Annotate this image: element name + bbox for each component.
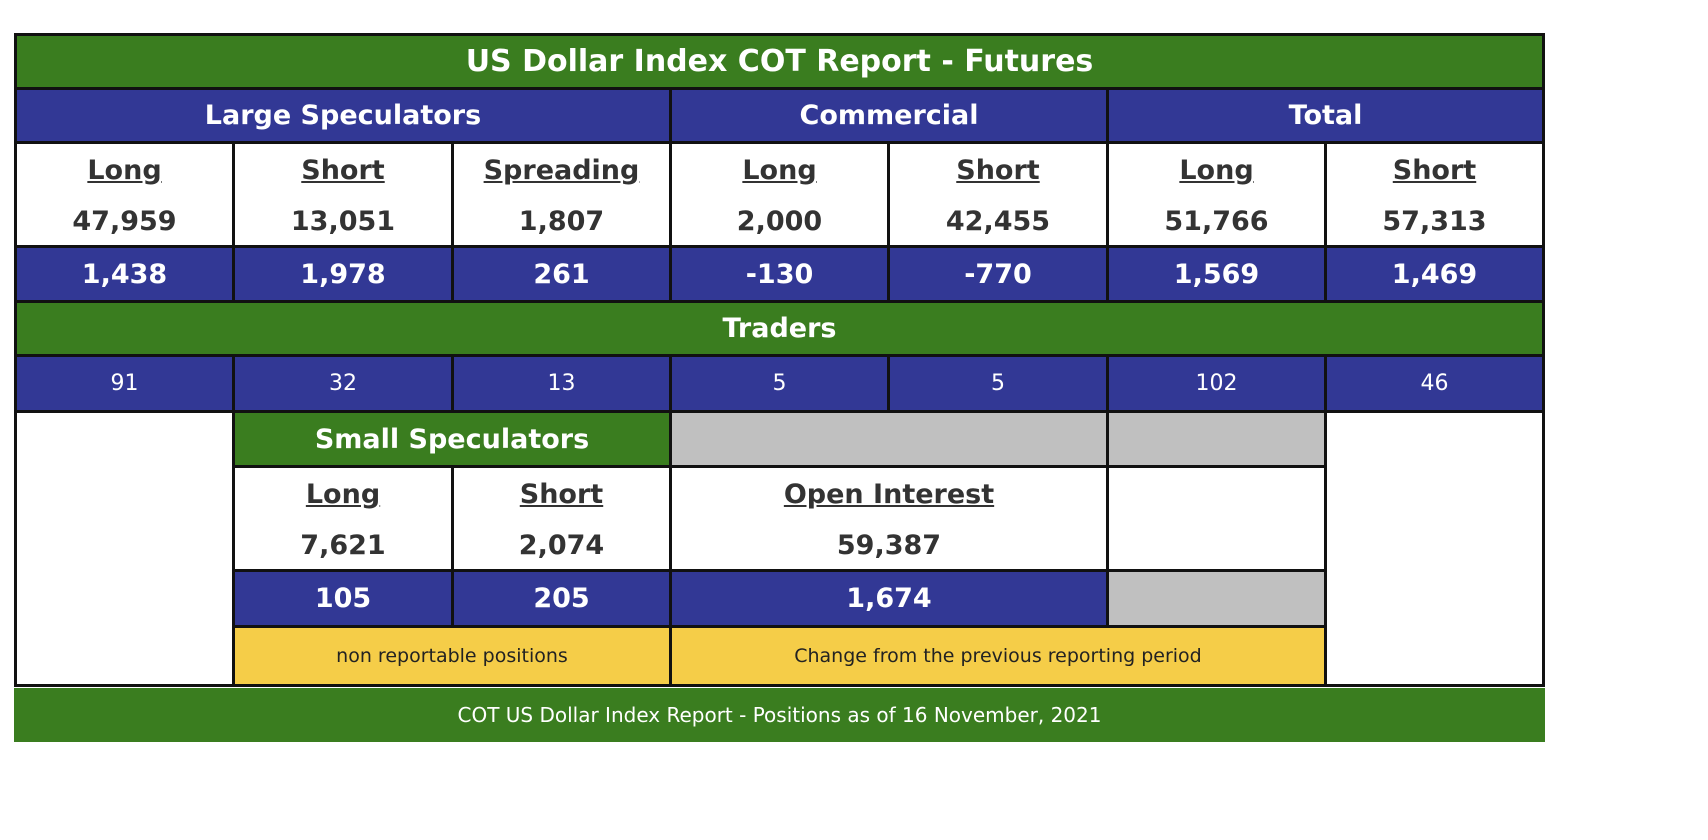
large-spec-spreading-change: 261	[454, 248, 669, 300]
small-spec-short-cell: Short 2,074	[454, 468, 669, 569]
large-spec-long-change: 1,438	[17, 248, 232, 300]
small-spec-long-cell: Long 7,621	[235, 468, 451, 569]
commercial-short-cell: Short 42,455	[890, 144, 1106, 245]
large-spec-long-cell: Long 47,959	[17, 144, 232, 245]
total-long-traders: 102	[1109, 357, 1324, 410]
small-spec-short-change: 205	[454, 572, 669, 625]
position-value: 13,051	[290, 206, 396, 237]
commercial-short-traders: 5	[890, 357, 1106, 410]
total-header: Total	[1109, 90, 1542, 141]
position-label: Long	[305, 479, 381, 510]
commercial-header: Commercial	[672, 90, 1106, 141]
position-value: 1,807	[518, 206, 605, 237]
total-long-cell: Long 51,766	[1109, 144, 1324, 245]
position-label: Long	[742, 155, 817, 186]
position-value: 47,959	[72, 206, 177, 237]
large-spec-spreading-traders: 13	[454, 357, 669, 410]
change-legend-note: Change from the previous reporting perio…	[672, 628, 1324, 684]
position-value: 7,621	[300, 530, 386, 561]
position-value: 42,455	[945, 206, 1051, 237]
position-label: Short	[301, 155, 385, 186]
open-interest-cell: Open Interest 59,387	[672, 468, 1106, 569]
large-spec-long-traders: 91	[17, 357, 232, 410]
large-spec-short-traders: 32	[235, 357, 451, 410]
left-blank-area	[17, 413, 232, 684]
commercial-short-change: -770	[890, 248, 1106, 300]
open-interest-label: Open Interest	[783, 479, 995, 510]
open-interest-change: 1,674	[672, 572, 1106, 625]
grey-filler-cell	[1109, 413, 1324, 465]
large-spec-short-cell: Short 13,051	[235, 144, 451, 245]
total-short-traders: 46	[1327, 357, 1542, 410]
large-speculators-header: Large Speculators	[17, 90, 669, 141]
small-speculators-header: Small Speculators	[235, 413, 669, 465]
commercial-long-cell: Long 2,000	[672, 144, 887, 245]
total-short-cell: Short 57,313	[1327, 144, 1542, 245]
position-value: 51,766	[1164, 206, 1269, 237]
small-spec-long-change: 105	[235, 572, 451, 625]
position-label: Long	[1179, 155, 1254, 186]
commercial-long-change: -130	[672, 248, 887, 300]
large-spec-spreading-cell: Spreading 1,807	[454, 144, 669, 245]
grey-filler-cell	[1109, 572, 1324, 625]
position-value: 2,074	[518, 530, 605, 561]
blank-cell	[1109, 468, 1324, 569]
total-long-change: 1,569	[1109, 248, 1324, 300]
position-label: Short	[1392, 155, 1477, 186]
position-label: Short	[519, 479, 604, 510]
report-footer: COT US Dollar Index Report - Positions a…	[14, 688, 1545, 742]
large-spec-short-change: 1,978	[235, 248, 451, 300]
position-label: Spreading	[483, 155, 640, 186]
position-value: 57,313	[1382, 206, 1487, 237]
right-blank-area	[1327, 413, 1542, 684]
traders-header: Traders	[17, 303, 1542, 354]
non-reportable-note: non reportable positions	[235, 628, 669, 684]
cot-report-table: US Dollar Index COT Report - Futures Lar…	[14, 33, 1545, 687]
position-label: Long	[87, 155, 162, 186]
open-interest-value: 59,387	[836, 530, 942, 561]
grey-filler-cell	[672, 413, 1106, 465]
commercial-long-traders: 5	[672, 357, 887, 410]
position-value: 2,000	[736, 206, 823, 237]
total-short-change: 1,469	[1327, 248, 1542, 300]
position-label: Short	[956, 155, 1040, 186]
report-title: US Dollar Index COT Report - Futures	[17, 36, 1542, 87]
